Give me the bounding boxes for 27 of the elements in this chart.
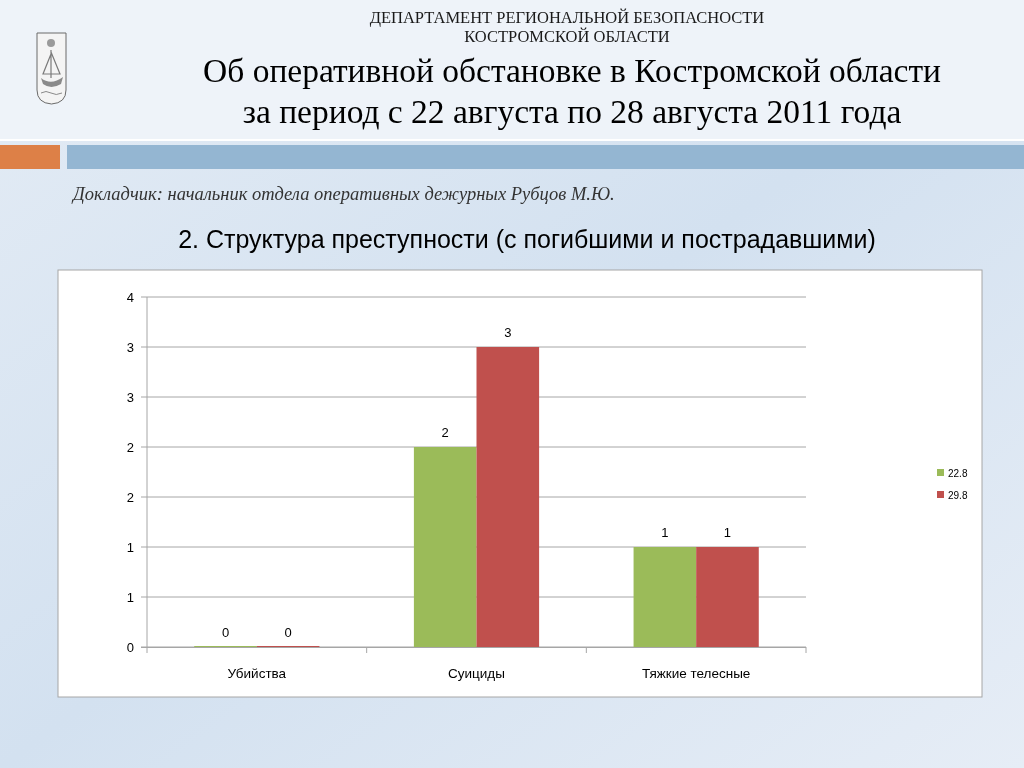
chart-title: 2. Структура преступности (с погибшими и пострадавшими)	[178, 225, 876, 253]
y-tick-label: 2	[126, 489, 134, 505]
x-tick-label: Суициды	[448, 666, 505, 681]
y-tick-label: 1	[126, 539, 134, 555]
data-label: 0	[284, 625, 292, 640]
bar	[696, 547, 759, 647]
data-label: 2	[441, 425, 449, 440]
y-tick-label: 4	[126, 289, 134, 305]
text: Об оперативной обстановке в Костромской области за период с 22 августа по 28 августа 2011 года	[203, 52, 942, 130]
bar	[476, 347, 540, 647]
y-tick-label: 1	[126, 589, 134, 605]
legend-label: 29.8	[948, 489, 968, 501]
data-label: 1	[723, 525, 732, 540]
x-tick-label: Тяжкие телесные	[641, 666, 751, 681]
y-tick-label: 3	[126, 389, 134, 405]
y-tick-label: 0	[126, 639, 134, 655]
data-label: 0	[221, 625, 230, 640]
bar	[413, 447, 477, 647]
text: ДЕПАРТАМЕНТ РЕГИОНАЛЬНОЙ БЕЗОПАСНОСТИ КОСТРОМСКОЙ ОБЛАСТИ	[369, 8, 765, 46]
y-tick-label: 3	[126, 339, 134, 355]
legend-label: 22.8	[948, 467, 968, 479]
x-tick-label: Убийства	[227, 666, 287, 681]
text: Докладчик: начальник отдела оперативных дежурных Рубцов М.Ю.	[71, 184, 615, 204]
bar	[633, 547, 697, 647]
data-label: 1	[661, 525, 669, 540]
y-tick-label: 2	[126, 439, 134, 455]
data-label: 3	[504, 325, 512, 340]
